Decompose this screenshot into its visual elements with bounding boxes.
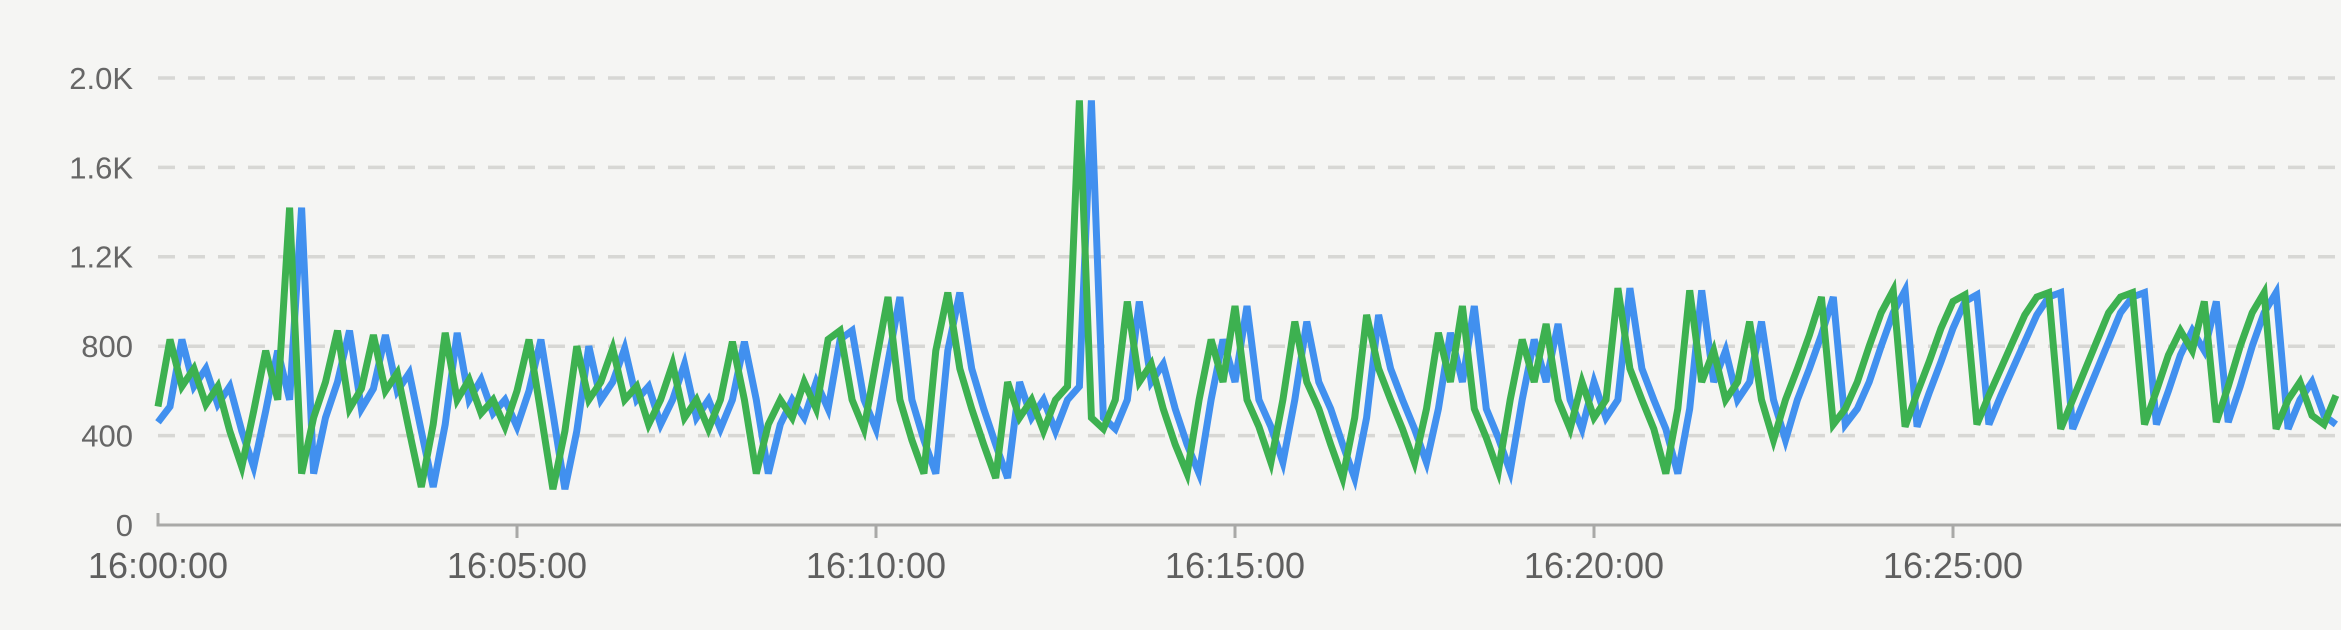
y-tick-label: 2.0K (69, 61, 133, 96)
x-tick-label: 16:05:00 (447, 545, 587, 586)
series-green-line (154, 100, 2340, 492)
x-axis-labels: 16:00:00 16:05:00 16:10:00 16:15:00 16:20:00… (88, 545, 2023, 586)
series-lines-layer (154, 100, 2340, 492)
x-axis-layer (156, 513, 2341, 538)
y-tick-label: 1.2K (69, 240, 133, 275)
x-tick-label: 16:20:00 (1524, 545, 1664, 586)
x-tick-label: 16:25:00 (1883, 545, 2023, 586)
y-tick-label: 400 (81, 418, 133, 453)
y-tick-label: 800 (81, 329, 133, 364)
x-axis-line (156, 513, 2341, 527)
y-tick-label: 0 (116, 508, 133, 543)
x-tick-label: 16:15:00 (1165, 545, 1305, 586)
series-blue-line (155, 100, 2338, 492)
x-tick-label: 16:00:00 (88, 545, 228, 586)
x-tick-label: 16:10:00 (806, 545, 946, 586)
y-axis-labels: 0 400 800 1.2K 1.6K 2.0K (69, 61, 133, 543)
y-tick-label: 1.6K (69, 150, 133, 185)
